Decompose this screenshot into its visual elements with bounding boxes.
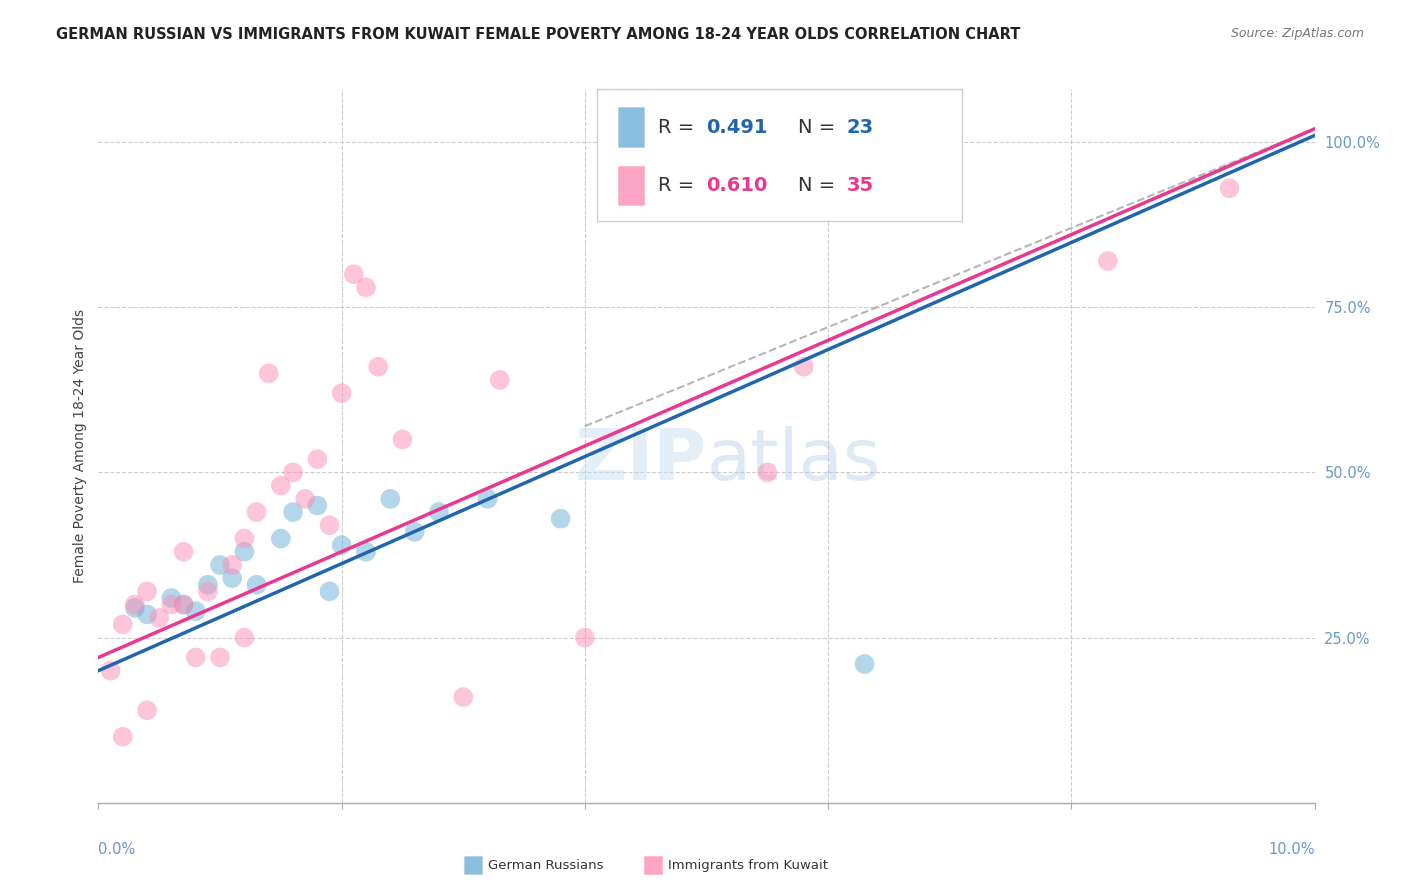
Point xyxy=(136,607,159,622)
Point xyxy=(221,571,243,585)
Point xyxy=(550,511,572,525)
Point xyxy=(160,591,183,605)
Point xyxy=(209,650,232,665)
Point xyxy=(233,631,256,645)
Point xyxy=(270,478,292,492)
Point xyxy=(391,433,413,447)
Point xyxy=(270,532,292,546)
Point xyxy=(318,584,340,599)
Point xyxy=(173,598,195,612)
Text: atlas: atlas xyxy=(707,425,882,495)
Point xyxy=(793,359,815,374)
Point xyxy=(477,491,499,506)
Point xyxy=(354,545,377,559)
Point xyxy=(756,135,779,149)
Text: Source: ZipAtlas.com: Source: ZipAtlas.com xyxy=(1230,27,1364,40)
Text: N =: N = xyxy=(797,118,841,136)
Point xyxy=(221,558,243,572)
Point xyxy=(380,491,402,506)
Point xyxy=(281,505,304,519)
Point xyxy=(209,558,232,572)
Point xyxy=(111,730,134,744)
Text: 0.491: 0.491 xyxy=(707,118,768,136)
Text: GERMAN RUSSIAN VS IMMIGRANTS FROM KUWAIT FEMALE POVERTY AMONG 18-24 YEAR OLDS CO: GERMAN RUSSIAN VS IMMIGRANTS FROM KUWAIT… xyxy=(56,27,1021,42)
Text: 10.0%: 10.0% xyxy=(1268,842,1315,857)
FancyBboxPatch shape xyxy=(617,107,644,146)
Point xyxy=(136,703,159,717)
Point xyxy=(184,650,207,665)
Point xyxy=(318,518,340,533)
Text: 35: 35 xyxy=(846,176,873,195)
Point xyxy=(367,359,389,374)
Text: German Russians: German Russians xyxy=(488,859,603,871)
Point xyxy=(124,598,146,612)
Point xyxy=(488,373,510,387)
Point xyxy=(197,578,219,592)
Point xyxy=(136,584,159,599)
Point xyxy=(233,545,256,559)
Point xyxy=(233,532,256,546)
Y-axis label: Female Poverty Among 18-24 Year Olds: Female Poverty Among 18-24 Year Olds xyxy=(73,309,87,583)
Point xyxy=(184,604,207,618)
Point xyxy=(245,505,267,519)
Point xyxy=(160,598,183,612)
Point xyxy=(148,611,170,625)
Text: 23: 23 xyxy=(846,118,873,136)
Point xyxy=(330,538,353,552)
Text: N =: N = xyxy=(797,176,841,195)
Point xyxy=(354,280,377,294)
Point xyxy=(245,578,267,592)
Point xyxy=(343,267,366,281)
Point xyxy=(1218,181,1240,195)
Point xyxy=(173,598,195,612)
Text: 0.0%: 0.0% xyxy=(98,842,135,857)
Point xyxy=(427,505,450,519)
Point xyxy=(197,584,219,599)
Point xyxy=(111,617,134,632)
Point xyxy=(853,657,876,671)
Point xyxy=(294,491,316,506)
Point xyxy=(257,367,280,381)
Point xyxy=(1097,254,1119,268)
FancyBboxPatch shape xyxy=(617,166,644,205)
Point xyxy=(756,466,779,480)
Point xyxy=(307,452,329,467)
Text: 0.610: 0.610 xyxy=(707,176,768,195)
Point xyxy=(404,524,426,539)
Text: R =: R = xyxy=(658,176,700,195)
Point xyxy=(124,600,146,615)
Text: R =: R = xyxy=(658,118,700,136)
Point xyxy=(173,545,195,559)
Point xyxy=(330,386,353,401)
Point xyxy=(453,690,475,704)
Point xyxy=(281,466,304,480)
Text: ZIP: ZIP xyxy=(574,425,707,495)
Point xyxy=(100,664,122,678)
Point xyxy=(574,631,596,645)
FancyBboxPatch shape xyxy=(598,89,962,221)
Point xyxy=(307,499,329,513)
Text: Immigrants from Kuwait: Immigrants from Kuwait xyxy=(668,859,828,871)
